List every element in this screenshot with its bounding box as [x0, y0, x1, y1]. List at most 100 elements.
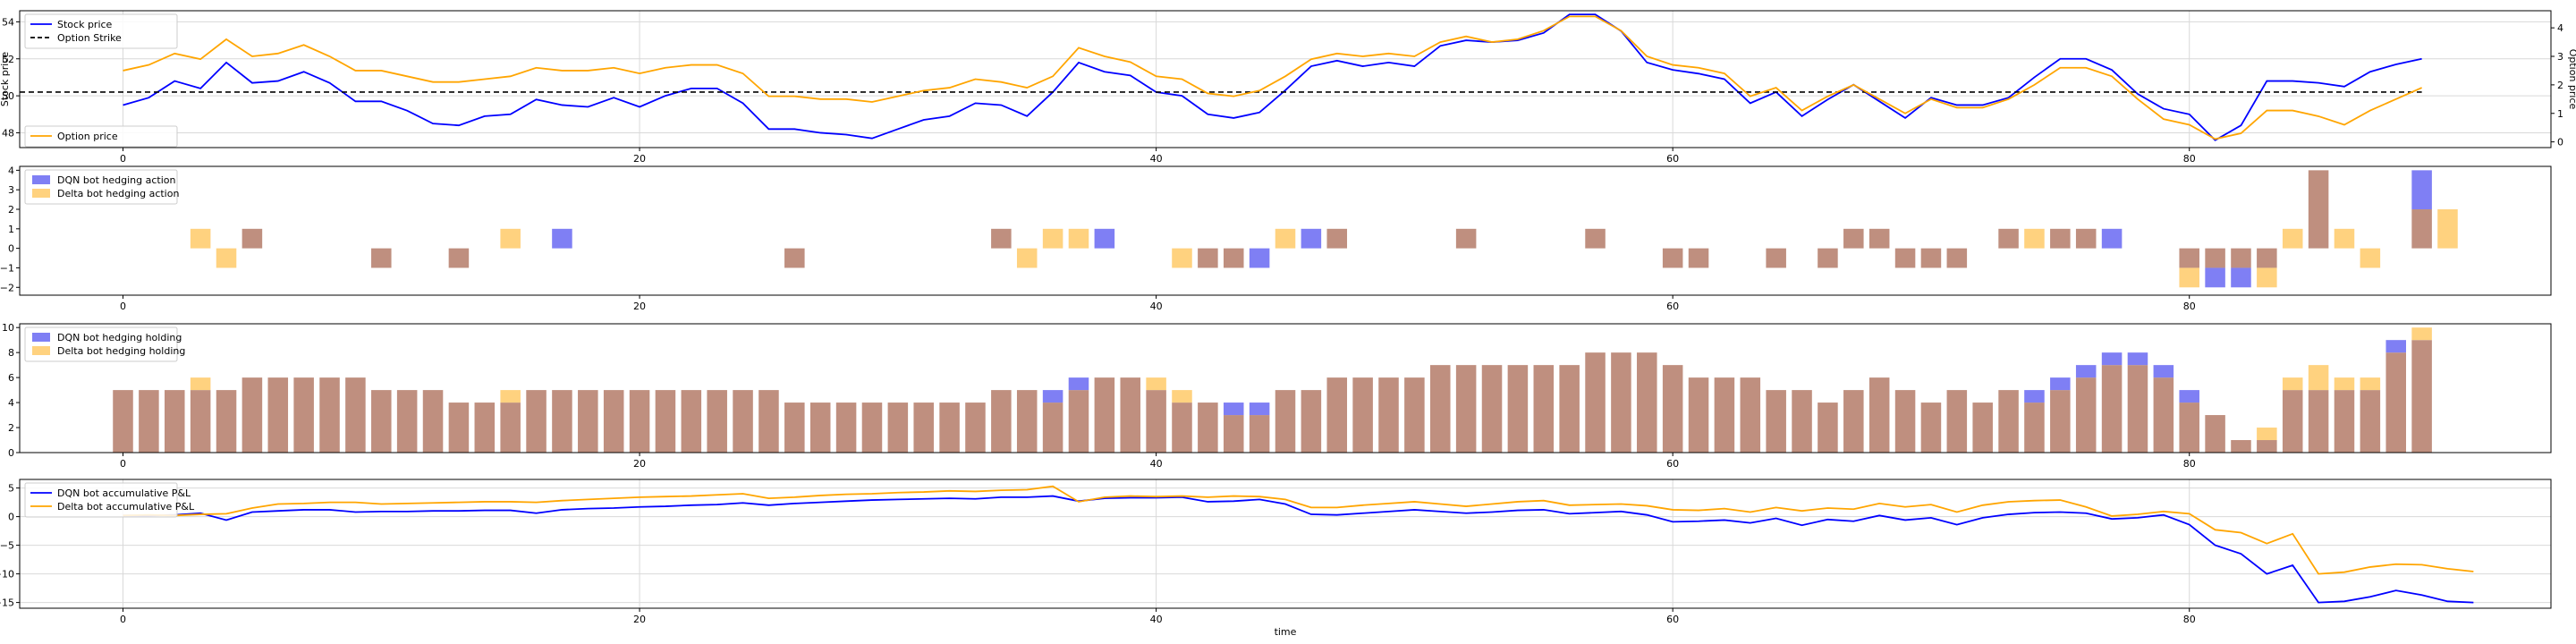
- bar-delta: [1146, 377, 1166, 391]
- legend-label: Option price: [57, 131, 118, 142]
- legend-swatch: [32, 346, 50, 355]
- bar-delta: [2282, 228, 2303, 249]
- bar-overlap: [1198, 248, 1218, 268]
- bar-overlap: [1326, 377, 1348, 453]
- legend-label: Stock price: [57, 19, 113, 30]
- bar-overlap: [1559, 365, 1580, 453]
- y-tick-label: 1: [8, 224, 14, 235]
- bar-overlap: [784, 248, 805, 268]
- x-tick-label: 40: [1150, 153, 1163, 165]
- bar-overlap: [2101, 365, 2123, 453]
- bar-overlap: [861, 402, 883, 453]
- legend-box: [24, 326, 178, 362]
- legend-label: Option Strike: [57, 32, 122, 44]
- bar-overlap: [1998, 228, 2019, 249]
- x-tick-label: 20: [633, 153, 646, 165]
- y2-tick-label: 3: [2557, 51, 2563, 63]
- bar-overlap: [629, 390, 650, 453]
- y-tick-label: −15: [0, 597, 14, 609]
- bar-overlap: [2360, 390, 2381, 453]
- bar-overlap: [371, 390, 392, 453]
- bar-overlap: [2282, 390, 2303, 453]
- y-tick-label: 50: [2, 90, 14, 102]
- bar-overlap: [655, 390, 676, 453]
- bar-overlap: [139, 390, 159, 453]
- bar-overlap: [1275, 390, 1296, 453]
- x-tick-label: 80: [2183, 301, 2196, 312]
- x-tick-label: 60: [1666, 614, 1679, 625]
- bar-overlap: [1868, 377, 1890, 453]
- bar-overlap: [2179, 248, 2199, 268]
- bar-delta: [2334, 377, 2355, 391]
- bar-overlap: [448, 248, 470, 268]
- bar-overlap: [422, 390, 444, 453]
- bar-overlap: [2385, 352, 2406, 453]
- bar-overlap: [1894, 248, 1916, 268]
- bar-overlap: [1042, 402, 1063, 453]
- bar-overlap: [371, 248, 392, 268]
- chart-panel-4: −15 −10 −5 0 5 0 20 40 60 80 time DQN bot accumulat…: [0, 479, 2552, 638]
- bar-overlap: [1688, 248, 1709, 268]
- bar-overlap: [1120, 377, 1140, 453]
- plot-frame: [19, 323, 2552, 453]
- bar-dqn: [2075, 365, 2097, 378]
- bar-overlap: [319, 377, 340, 453]
- y-tick-label: −5: [0, 540, 14, 552]
- bar-overlap: [2075, 228, 2097, 249]
- y2-tick-label: 2: [2557, 80, 2563, 91]
- x-tick-label: 60: [1666, 301, 1679, 312]
- bar-overlap: [1740, 377, 1761, 453]
- x-tick-label: 20: [633, 614, 646, 625]
- bar-overlap: [1946, 248, 1968, 268]
- bar-overlap: [2411, 209, 2432, 249]
- bar-delta: [2179, 267, 2199, 288]
- bar-delta: [1172, 248, 1192, 268]
- bar-overlap: [1843, 228, 1864, 249]
- bar-overlap: [1972, 402, 1993, 453]
- bar-overlap: [190, 390, 211, 453]
- x-tick-label: 80: [2183, 153, 2196, 165]
- bar-delta: [190, 228, 211, 249]
- y-tick-label: 0: [8, 447, 14, 459]
- chart-panel-1: 0 1 2 3 4 Option price 48 50 52 54 0 20 40 60 80 Stock …: [0, 10, 2576, 165]
- bar-overlap: [784, 402, 805, 453]
- bar-delta: [2308, 365, 2329, 391]
- bar-delta: [2282, 377, 2303, 391]
- legend-box: [24, 13, 178, 49]
- bar-delta: [2437, 209, 2458, 249]
- bar-overlap: [1714, 377, 1735, 453]
- plot-frame: [19, 10, 2552, 148]
- bar-delta: [500, 390, 521, 403]
- bar-dqn: [2024, 390, 2045, 403]
- bar-dqn: [2050, 377, 2071, 391]
- bar-overlap: [1662, 248, 1683, 268]
- bar-overlap: [603, 390, 624, 453]
- y-tick-label: −10: [0, 569, 14, 580]
- bar-overlap: [707, 390, 727, 453]
- bar-overlap: [2308, 170, 2329, 249]
- bar-dqn: [1068, 377, 1089, 391]
- legend-label: Delta bot hedging action: [57, 188, 179, 199]
- bar-overlap: [1378, 377, 1399, 453]
- y-axis-label: Stock price: [0, 52, 11, 107]
- y-tick-label: −2: [0, 282, 14, 293]
- bar-overlap: [1301, 390, 1322, 453]
- series-line: [123, 495, 2474, 604]
- bar-overlap: [991, 390, 1012, 453]
- bar-overlap: [1068, 390, 1089, 453]
- bar-overlap: [2075, 377, 2097, 453]
- bar-overlap: [758, 390, 779, 453]
- bar-dqn: [2101, 228, 2123, 249]
- bar-overlap: [1430, 365, 1451, 453]
- bar-overlap: [1868, 228, 1890, 249]
- bar-delta: [2024, 228, 2045, 249]
- bar-dqn: [2411, 170, 2432, 209]
- x-tick-label: 80: [2183, 614, 2196, 625]
- bar-overlap: [1146, 390, 1166, 453]
- bar-delta: [2360, 248, 2381, 268]
- bar-delta: [500, 228, 521, 249]
- bar-dqn: [2205, 267, 2225, 288]
- legend-label: Delta bot accumulative P&L: [57, 501, 195, 513]
